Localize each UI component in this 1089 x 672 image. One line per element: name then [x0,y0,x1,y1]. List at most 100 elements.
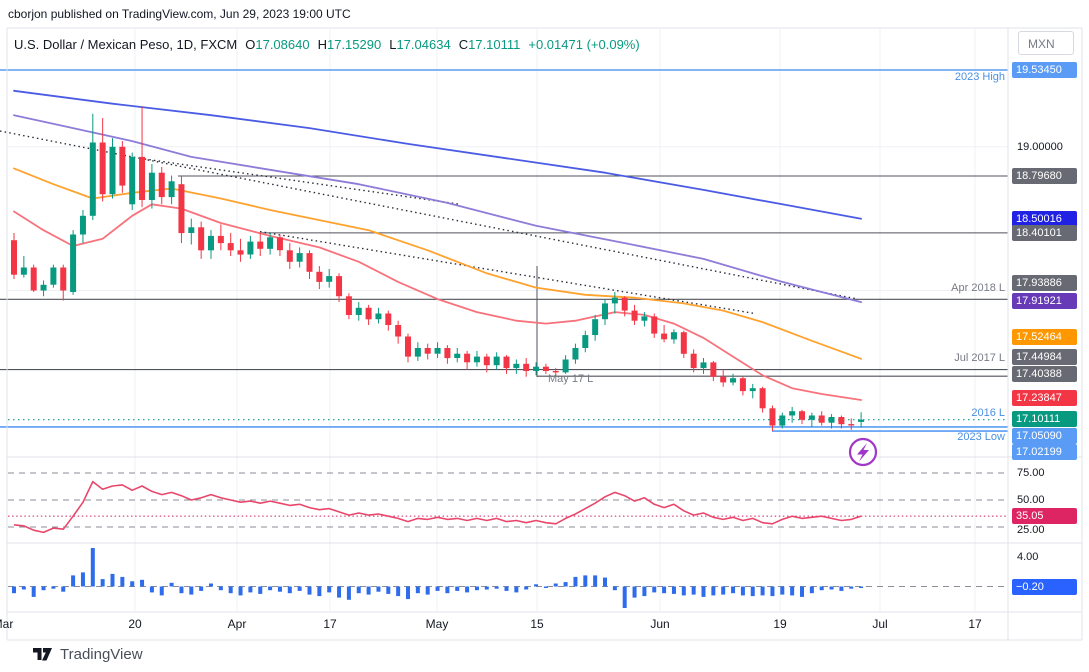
tradingview-logo-icon [33,647,52,660]
candle-body [11,240,17,275]
candle-body [690,353,697,369]
histogram-bar [159,586,164,596]
candle-body [276,237,283,251]
time-axis-label: Jun [650,617,670,631]
trendline[interactable] [139,157,461,205]
candle-body [99,142,106,195]
ohlc-value: 17.10111 [468,37,521,52]
candle-body [651,316,658,334]
candle-body [444,348,451,359]
price-scale-label: 25.00 [1017,524,1045,536]
legend-bar: U.S. Dollar / Mexican Peso, 1D, FXCM O17.… [14,37,640,52]
price-scale[interactable]: 19.53450 19.00000 18.79680 18.50016 18.40101… [1012,0,1084,640]
tradingview-logo[interactable]: TradingView [33,644,143,664]
candle-body [365,307,372,320]
histogram-bar [287,586,292,594]
candle-body [818,415,825,423]
candle-body [148,172,155,200]
price-scale-label: 19.53450 [1012,62,1077,78]
histogram-bar [100,579,105,587]
histogram-bar [71,575,76,587]
candle-body [483,356,490,366]
candle-body [503,356,510,369]
histogram-bar [396,586,401,597]
symbol-title[interactable]: U.S. Dollar / Mexican Peso, 1D, FXCM [14,37,238,52]
histogram-bar [849,586,854,589]
histogram-bar [681,586,686,596]
candle-body [336,276,343,297]
candle-body [30,267,37,291]
ma-fast-red[interactable] [13,203,862,401]
price-scale-label: 17.23847 [1012,390,1077,406]
histogram-bar [110,573,115,587]
histogram-bar [829,586,834,590]
histogram-bar [297,586,302,591]
candle-body [385,313,392,325]
histogram-bar [90,548,95,587]
candle-body [700,362,707,369]
histogram-bar [21,586,26,590]
price-scale-label: −0.20 [1012,579,1077,595]
histogram-bar [228,586,233,594]
currency-toggle-button[interactable]: MXN [1018,31,1074,55]
histogram-bar [12,586,16,594]
ohlc-value: 17.08640 [255,37,310,52]
histogram-bar [248,586,253,593]
chart-annotation-label: May 17 L [548,373,594,385]
histogram-bar [268,586,273,591]
candle-body [838,417,845,425]
candle-body [60,267,67,291]
candle-body [178,184,185,234]
price-scale-label: 17.52464 [1012,329,1077,345]
chart-annotation-label: 2016 L [971,407,1005,419]
histogram-bar [149,586,154,593]
histogram-bar [859,586,864,588]
histogram-bar [809,586,814,594]
price-scale-label: 17.93886 [1012,275,1077,291]
trendline[interactable] [259,230,756,315]
candle-body [749,388,756,392]
histogram-bar [622,586,627,608]
ma-slow-blue[interactable] [13,89,862,220]
candle-body [542,366,549,371]
histogram-bar [415,586,420,594]
histogram-bar [465,586,470,593]
histogram-bar [425,586,430,595]
histogram-bar [740,586,745,596]
histogram-bar [366,586,371,595]
candle-body [592,319,599,335]
lightning-bolt-glyph [857,443,869,462]
candle-body [375,313,382,320]
candle-body [50,267,57,285]
histogram-bar [337,586,342,598]
histogram-bar [189,586,194,595]
candle-body [759,388,766,409]
candle-body [326,276,333,282]
time-axis-label: 20 [128,617,142,631]
candle-body [582,335,589,348]
histogram-bar [209,583,213,587]
histogram-bar [711,586,716,596]
candle-body [405,336,411,357]
candle-body [198,227,205,251]
histogram-bar [593,575,598,587]
histogram-bar [277,586,282,592]
ma-purple[interactable] [13,114,862,304]
histogram-bar [662,586,667,594]
histogram-bar [307,586,312,595]
rsi-line[interactable] [13,480,862,534]
price-scale-label: 19.00000 [1017,141,1063,153]
chart-annotation-label: Jul 2017 L [954,352,1005,364]
histogram-bar [652,586,657,593]
candle-body [395,325,402,337]
candle-body [414,348,421,357]
trendline[interactable] [0,130,859,300]
candle-body [661,333,668,340]
histogram-bar [51,586,56,589]
histogram-bar [543,586,548,588]
time-axis[interactable]: Mar 20 Apr 17 May 15 Jun 19 Jul 17 [0,617,1008,639]
histogram-bar [731,586,736,594]
candle-body [739,378,746,392]
